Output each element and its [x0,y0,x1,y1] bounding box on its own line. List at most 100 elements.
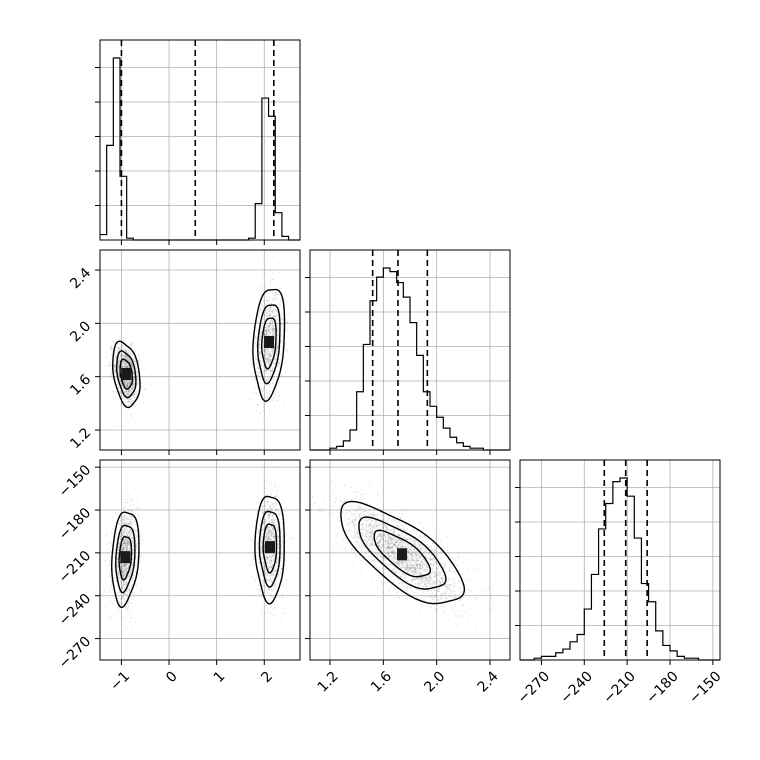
scatter-point [269,370,272,373]
scatter-point [116,346,118,349]
scatter-point [279,618,282,620]
scatter-point [120,381,122,384]
scatter-point [133,382,135,385]
scatter-point [258,531,260,533]
scatter-point [139,535,141,537]
scatter-point [124,392,126,394]
scatter-point [120,345,122,348]
scatter-point [125,380,128,382]
scatter-point [266,326,268,329]
scatter-point [132,504,135,506]
scatter-point [272,502,275,505]
scatter-point [125,350,128,352]
scatter-point [126,355,128,358]
scatter-point [130,387,132,390]
scatter-point [131,364,134,367]
scatter-point [262,406,265,409]
scatter-point [107,585,109,587]
scatter-point [136,386,138,389]
scatter-point [132,384,134,386]
scatter-point [119,404,122,406]
scatter-point [248,540,251,542]
scatter-point [124,348,127,351]
scatter-point [132,358,135,361]
scatter-point [118,358,120,361]
scatter-point [269,280,272,282]
scatter-point [267,514,270,516]
scatter-point [122,365,124,368]
scatter-point [132,386,135,389]
scatter-point [124,381,126,384]
scatter-point [257,364,259,366]
scatter-point [115,535,117,537]
scatter-point [280,544,283,547]
scatter-point [270,302,272,305]
scatter-point [127,380,130,382]
scatter-point [267,379,270,381]
scatter-point [277,574,280,577]
scatter-point [270,525,273,527]
scatter-point [113,548,115,551]
scatter-point [115,355,118,358]
scatter-point [133,375,135,378]
scatter-point [261,359,263,362]
scatter-point [272,300,275,302]
scatter-point [266,537,269,540]
scatter-point [130,386,133,389]
scatter-point [129,389,132,392]
scatter-point [119,390,122,393]
scatter-point [254,342,257,344]
scatter-point [277,557,280,560]
scatter-point [129,397,132,400]
scatter-point [121,598,123,600]
scatter-point [124,363,126,365]
scatter-point [130,583,133,586]
scatter-point [263,387,266,389]
scatter-point [110,372,113,375]
scatter-point [132,383,135,385]
scatter-point [129,388,132,390]
scatter-point [122,396,125,398]
scatter-point [136,543,138,545]
scatter-point [260,285,262,287]
scatter-point [127,391,129,394]
scatter-point [259,398,262,401]
scatter-point [111,347,114,349]
scatter-point [123,522,126,525]
scatter-point [122,363,124,365]
scatter-point [257,590,259,592]
scatter-point [122,587,124,590]
scatter-point [109,374,112,376]
scatter-point [273,376,276,379]
scatter-point [267,520,270,523]
scatter-point [282,540,284,543]
scatter-point [135,489,138,491]
scatter-point [118,602,121,605]
scatter-point [121,364,123,366]
scatter-point [129,343,131,346]
scatter-point [270,566,273,569]
scatter-point [260,379,263,381]
scatter-point [130,362,133,365]
scatter-point [106,356,108,358]
scatter-point [267,611,270,613]
scatter-point [123,539,125,541]
scatter-point [135,363,137,365]
scatter-point [266,360,269,363]
scatter-point [285,300,288,302]
scatter-point [125,350,127,353]
scatter-point [126,384,129,386]
scatter-point [261,287,264,289]
scatter-point [122,365,124,368]
scatter-point [136,374,139,376]
scatter-point [267,311,270,313]
scatter-point [122,530,125,533]
scatter-point [268,299,270,302]
scatter-point [129,611,131,613]
scatter-point [263,564,265,567]
scatter-point [121,570,123,573]
scatter-point [123,388,126,391]
scatter-point [134,360,136,363]
scatter-point [126,363,128,366]
scatter-point [119,358,121,361]
